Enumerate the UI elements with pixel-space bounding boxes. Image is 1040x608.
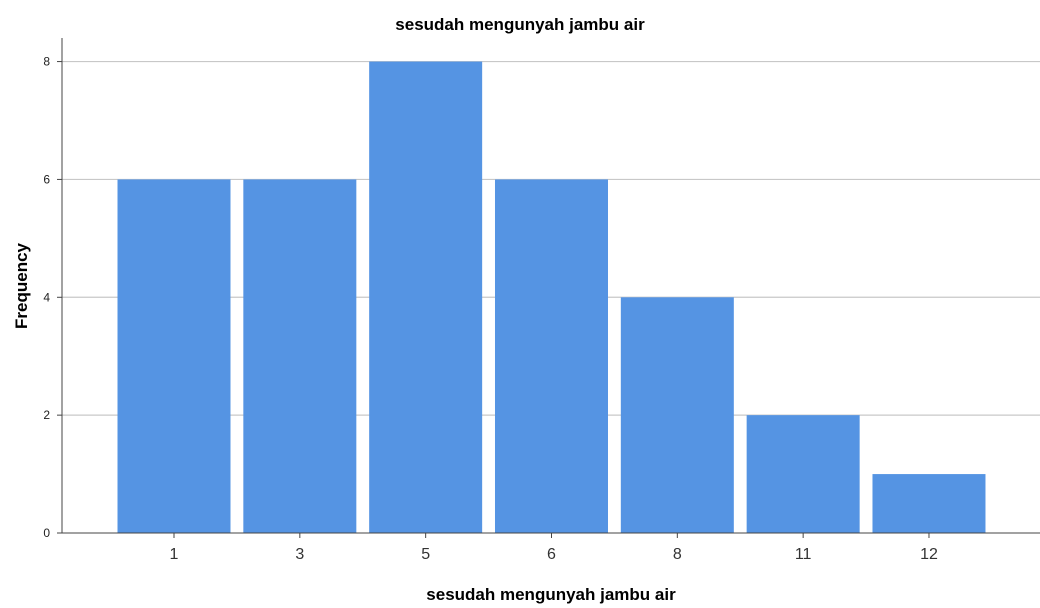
bar <box>872 474 986 533</box>
bar <box>243 179 357 533</box>
y-tick-labels: 0 2 4 6 8 <box>43 55 50 540</box>
chart-title: sesudah mengunyah jambu air <box>395 15 645 34</box>
y-axis-label: Frequency <box>12 242 31 329</box>
bar <box>117 179 231 533</box>
x-axis-label: sesudah mengunyah jambu air <box>426 585 676 604</box>
x-tick-label: 12 <box>920 546 938 563</box>
axes <box>57 38 1040 538</box>
x-tick-label: 6 <box>547 546 556 563</box>
y-tick-label: 8 <box>43 55 50 69</box>
y-tick-label: 2 <box>43 408 50 422</box>
x-tick-label: 5 <box>421 546 430 563</box>
y-tick-label: 4 <box>43 290 50 304</box>
x-tick-label: 3 <box>295 546 304 563</box>
x-tick-label: 8 <box>673 546 682 563</box>
bar <box>369 61 483 533</box>
bar <box>746 415 860 533</box>
y-tick-label: 6 <box>43 172 50 186</box>
x-tick-label: 1 <box>170 546 179 563</box>
bar <box>620 297 734 533</box>
bars <box>117 61 986 533</box>
bar <box>494 179 608 533</box>
x-tick-label: 11 <box>795 546 812 563</box>
x-tick-labels: 1 3 5 6 8 11 12 <box>170 546 938 563</box>
y-tick-label: 0 <box>43 526 50 540</box>
